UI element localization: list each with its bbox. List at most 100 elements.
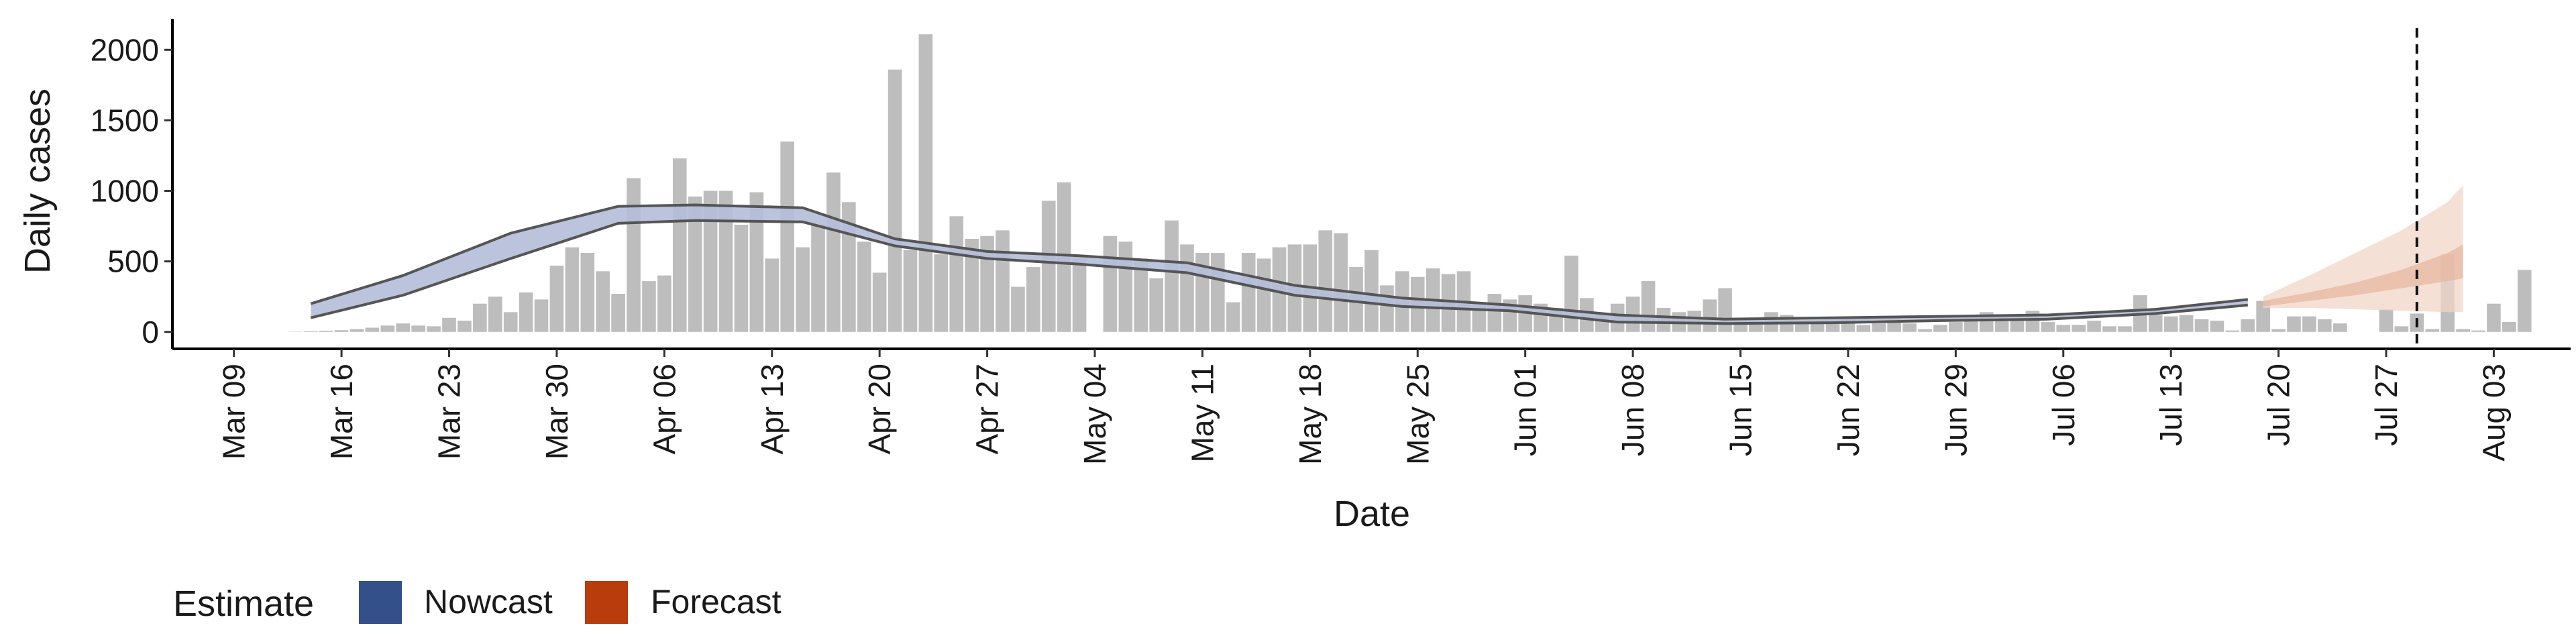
bar — [1134, 258, 1148, 332]
bar — [303, 331, 318, 332]
y-tick-label: 2000 — [91, 32, 159, 67]
bar — [1933, 325, 1947, 332]
x-tick-label: Jul 20 — [2261, 364, 2296, 446]
bar — [1810, 323, 1825, 332]
x-tick-label: Mar 30 — [539, 364, 574, 460]
bar — [1072, 256, 1087, 332]
x-tick-label: Apr 06 — [647, 364, 682, 455]
bar — [488, 297, 502, 332]
bar — [596, 271, 610, 332]
bar — [534, 299, 549, 332]
bar — [2471, 330, 2485, 332]
bar — [2256, 301, 2270, 332]
bar — [1949, 322, 1963, 332]
bar — [949, 216, 964, 332]
x-tick-label: Apr 13 — [755, 364, 790, 455]
bar — [2210, 320, 2224, 332]
bar — [1994, 317, 2009, 332]
nowcast-upper-line — [310, 203, 2249, 321]
bar — [2287, 316, 2301, 332]
bar — [2332, 323, 2347, 332]
bar — [627, 178, 641, 332]
y-axis-title: Daily cases — [17, 89, 58, 274]
bar — [857, 241, 871, 332]
bar — [1026, 267, 1040, 332]
x-tick-label: Jun 08 — [1615, 364, 1650, 456]
bar — [473, 303, 487, 332]
axes-layer: 0 500 1000 1500 2000 Mar 09 Mar 16 Mar 23 Mar 30… — [91, 19, 2571, 465]
bar — [2072, 325, 2086, 332]
bar — [2225, 330, 2240, 332]
bar — [365, 327, 380, 332]
bar — [903, 250, 918, 332]
bar — [826, 172, 841, 332]
bar — [657, 275, 672, 332]
bar — [811, 224, 825, 332]
bar — [580, 253, 595, 332]
bar — [703, 191, 718, 332]
bar — [2102, 326, 2116, 332]
bar — [2425, 329, 2440, 332]
bar — [2318, 319, 2332, 332]
bar — [2194, 319, 2209, 332]
bar — [2010, 320, 2025, 332]
legend-key-forecast — [585, 581, 628, 624]
bar — [2148, 315, 2163, 332]
x-tick-label: Apr 20 — [862, 364, 897, 455]
x-tick-label: Jul 13 — [2153, 364, 2188, 446]
x-tick-label: Jun 22 — [1831, 364, 1866, 456]
bar — [2517, 270, 2532, 332]
x-tick-label: Jun 15 — [1723, 364, 1758, 456]
x-tick-label: May 04 — [1077, 364, 1112, 465]
x-tick-label: May 18 — [1293, 364, 1328, 465]
bar — [749, 192, 764, 332]
bar — [396, 323, 411, 332]
x-tick-label: Jun 01 — [1508, 364, 1543, 456]
legend: Estimate Nowcast Forecast — [173, 581, 782, 624]
bar — [780, 141, 794, 332]
bar — [1918, 329, 1932, 332]
bar — [1165, 220, 1179, 332]
x-axis-title: Date — [1334, 494, 1410, 534]
bar — [1011, 286, 1025, 332]
bands-layer — [310, 28, 2463, 349]
x-tick-label: Jul 27 — [2369, 364, 2404, 446]
bar — [350, 329, 364, 332]
bar — [2394, 326, 2409, 332]
y-tick-label: 500 — [107, 244, 159, 279]
bar — [565, 247, 580, 332]
bar — [2241, 319, 2255, 332]
bar — [1226, 302, 1240, 332]
bar — [2041, 322, 2055, 332]
legend-label-forecast: Forecast — [651, 583, 782, 621]
bar — [1318, 230, 1333, 332]
bar — [1256, 258, 1271, 332]
bar — [2163, 316, 2178, 332]
bar — [458, 320, 472, 332]
bar — [965, 239, 979, 332]
bar — [1641, 281, 1656, 332]
x-tick-label: Aug 03 — [2476, 364, 2511, 462]
bar — [688, 196, 702, 332]
bar — [611, 294, 625, 332]
x-tick-label: Mar 23 — [432, 364, 467, 460]
y-tick-label: 1500 — [91, 103, 159, 138]
bar — [918, 34, 933, 332]
bar — [796, 247, 810, 332]
x-tick-label: Apr 27 — [970, 364, 1005, 455]
bars-layer — [288, 34, 2532, 332]
bar — [1872, 323, 1886, 332]
bar — [1564, 256, 1578, 332]
bar — [1364, 250, 1379, 332]
x-tick-label: Mar 09 — [217, 364, 252, 460]
y-tick-label: 1000 — [91, 174, 159, 209]
bar — [549, 265, 564, 332]
bar — [1487, 294, 1502, 332]
bar — [1103, 235, 1118, 332]
bar — [1902, 323, 1917, 332]
bar — [2456, 329, 2470, 332]
x-tick-label: May 25 — [1400, 364, 1435, 465]
bar — [380, 325, 395, 332]
bar — [2056, 325, 2071, 332]
